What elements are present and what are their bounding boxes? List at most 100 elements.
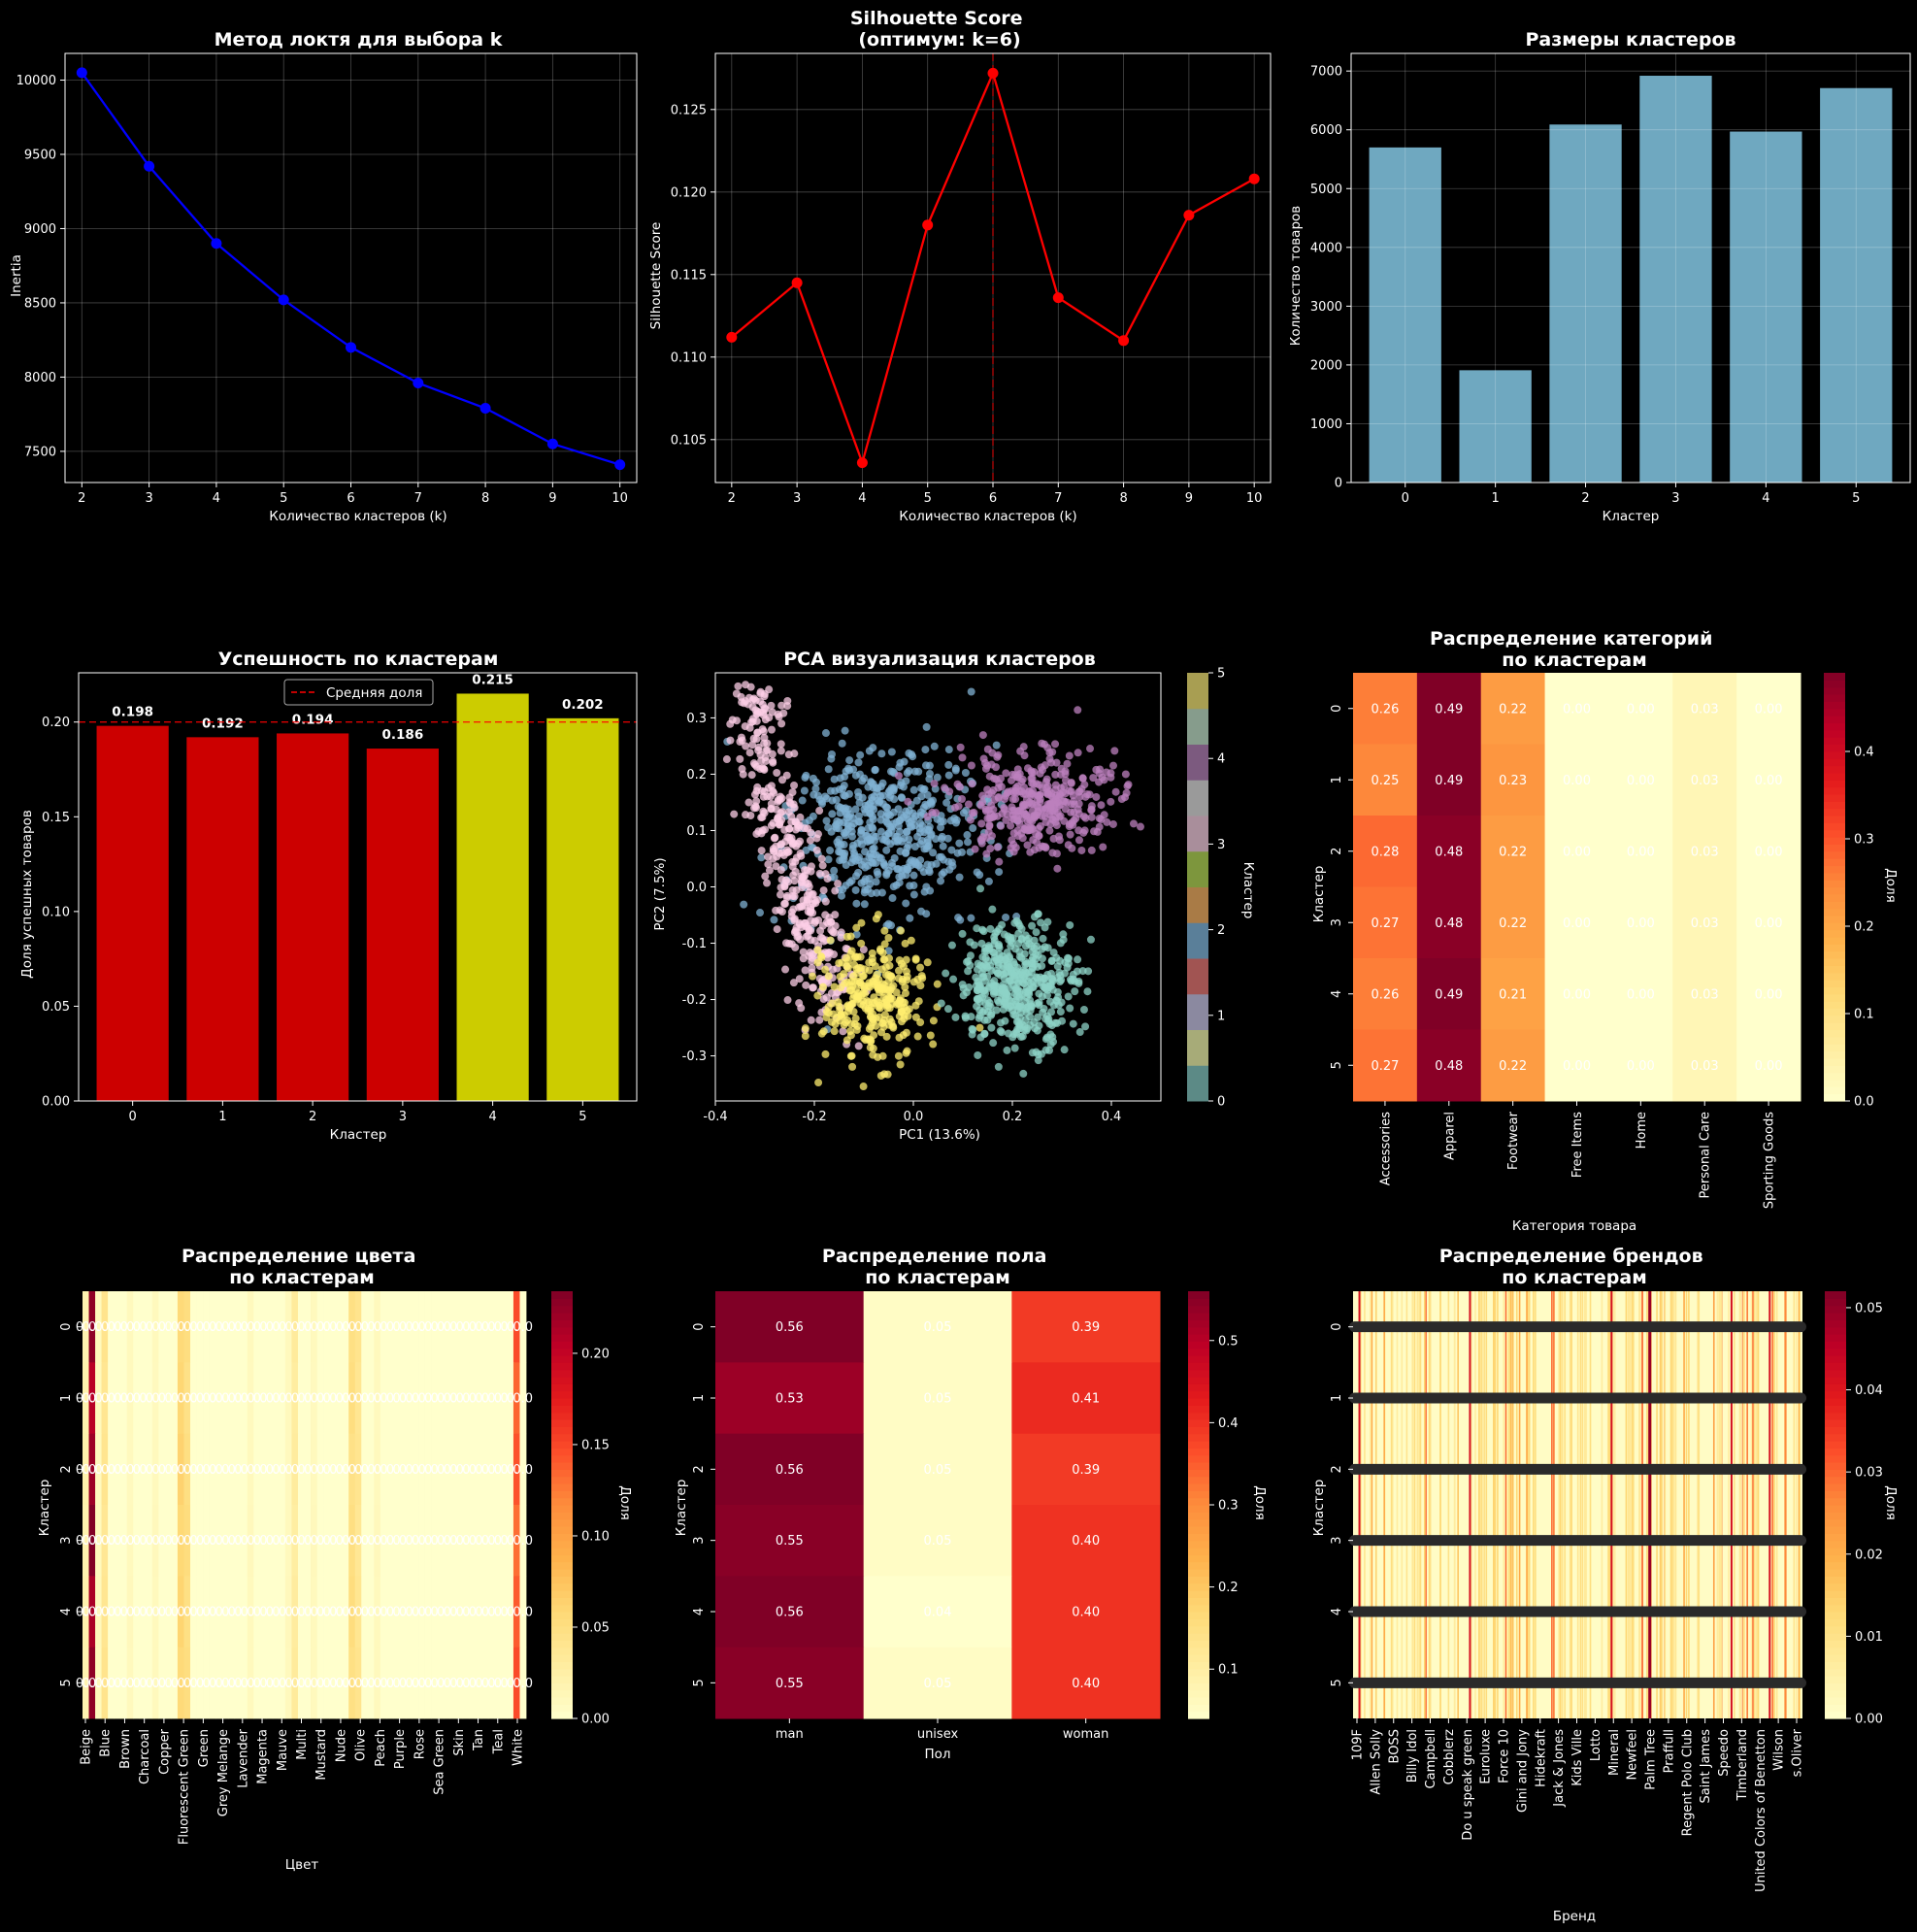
pca-point-cluster-4 [1129, 819, 1138, 828]
pca-point-cluster-4 [1121, 770, 1130, 779]
pca-point-cluster-1 [829, 1010, 838, 1018]
pca-point-cluster-1 [884, 993, 893, 1002]
pca-point-cluster-4 [986, 845, 995, 853]
pca-point-cluster-0 [1030, 1017, 1039, 1026]
pca-point-cluster-3 [854, 1042, 863, 1050]
silhouette-xtick-label: 4 [858, 491, 866, 506]
brands-xtick-label: Gini and Jony [1515, 1729, 1530, 1813]
pca-point-cluster-2 [866, 809, 875, 817]
silhouette-xtick-label: 6 [989, 491, 997, 506]
pca-point-cluster-1 [847, 947, 856, 955]
gender-cell-label: 0.05 [924, 1463, 952, 1478]
color-xtick-label: Teal [491, 1729, 506, 1754]
gender-colorbar-segment [1188, 1405, 1209, 1414]
gender-colorbar-segment [1188, 1604, 1209, 1613]
color-cell [336, 1291, 344, 1363]
gender-colorbar-segment [1188, 1676, 1209, 1683]
pca-point-cluster-3 [827, 925, 836, 934]
pca-point-cluster-2 [878, 791, 887, 800]
color-cell [329, 1291, 337, 1363]
categories-colorbar-segment [1824, 980, 1845, 987]
silhouette-chart: Silhouette Score (оптимум: k=6) Количест… [648, 8, 1272, 524]
elbow-title: Метод локтя для выбора k [215, 29, 503, 50]
silhouette-xtick-label: 8 [1119, 491, 1127, 506]
success-bar [456, 693, 529, 1101]
categories-ytick-label: 4 [1330, 990, 1344, 998]
brands-xtick-label: Force 10 [1498, 1729, 1512, 1783]
pca-point-cluster-0 [994, 960, 1003, 969]
color-cell [151, 1362, 159, 1435]
pca-point-cluster-0 [980, 986, 989, 995]
silhouette-xtick-label: 3 [793, 491, 801, 506]
pca-point-cluster-3 [750, 790, 759, 799]
pca-point-cluster-2 [838, 739, 846, 748]
sizes-ytick-label: 4000 [1310, 241, 1342, 255]
pca-point-cluster-4 [994, 750, 1003, 759]
sizes-ylabel: Количество товаров [1288, 206, 1304, 347]
pca-point-cluster-4 [1098, 773, 1107, 782]
sizes-bar [1549, 124, 1622, 483]
categories-cell [1416, 958, 1482, 1030]
pca-point-cluster-4 [1002, 791, 1010, 800]
color-colorbar-segment [551, 1326, 573, 1335]
pca-point-cluster-3 [807, 1016, 815, 1024]
categories-cell [1480, 958, 1546, 1030]
brands-column-stripe [1503, 1291, 1505, 1718]
pca-point-cluster-4 [953, 780, 962, 788]
pca-point-cluster-1 [801, 1032, 810, 1041]
color-cell [247, 1291, 254, 1363]
pca-point-cluster-4 [1051, 770, 1060, 779]
pca-point-cluster-1 [849, 1008, 858, 1016]
pca-point-cluster-2 [857, 825, 866, 834]
success-ylabel: Доля успешных товаров [19, 810, 35, 979]
categories-colorbar-segment [1824, 958, 1845, 966]
pca-point-cluster-3 [765, 866, 774, 875]
pca-point-cluster-3 [777, 740, 785, 749]
categories-colorbar-segment [1824, 1008, 1845, 1016]
pca-point-cluster-3 [732, 689, 741, 698]
pca-point-cluster-4 [1053, 864, 1062, 873]
pca-point-cluster-3 [859, 946, 868, 954]
color-colorbar-segment [551, 1298, 573, 1307]
categories-cell [1608, 673, 1673, 745]
sizes-xtick-label: 4 [1762, 491, 1769, 506]
pca-point-cluster-1 [882, 1032, 891, 1041]
brands-colorbar-segment [1825, 1326, 1846, 1335]
sizes-ytick-label: 1000 [1310, 417, 1342, 432]
gender-colorbar-segment [1188, 1569, 1209, 1577]
color-xtick-label: Peach [374, 1729, 388, 1767]
pca-point-cluster-4 [968, 780, 976, 788]
pca-point-cluster-3 [750, 804, 759, 813]
gender-colorbar-segment [1188, 1633, 1209, 1641]
pca-point-cluster-1 [813, 991, 822, 1000]
color-xtick-label: Grey Melange [216, 1729, 231, 1816]
brands-column-stripe [1526, 1291, 1528, 1718]
categories-colorbar-segment [1824, 950, 1845, 959]
color-colorbar-segment [551, 1612, 573, 1619]
pca-point-cluster-2 [848, 854, 857, 863]
categories-colorbar-segment [1824, 1072, 1845, 1081]
pca-point-cluster-1 [846, 932, 855, 941]
pca-point-cluster-2 [830, 866, 839, 875]
color-colorbar-segment [551, 1390, 573, 1399]
pca-point-cluster-4 [998, 809, 1007, 817]
pca-point-cluster-0 [1015, 948, 1024, 956]
pca-point-cluster-3 [726, 719, 735, 728]
silhouette-data-point [1118, 335, 1130, 347]
pca-point-cluster-0 [986, 961, 995, 970]
pca-point-cluster-2 [853, 839, 862, 848]
pca-point-cluster-3 [789, 905, 798, 914]
elbow-ytick-label: 10000 [17, 74, 56, 88]
pca-point-cluster-4 [951, 803, 960, 812]
brands-column-stripe [1528, 1291, 1531, 1718]
brands-column-stripe [1506, 1291, 1508, 1718]
categories-heatmap-chart: Распределение категорий по кластерам Кат… [1311, 628, 1899, 1234]
color-colorbar-segment [551, 1647, 573, 1655]
pca-point-cluster-2 [922, 883, 931, 891]
categories-colorbar-segment [1824, 915, 1845, 923]
brands-ytick-label: 1 [1330, 1394, 1344, 1402]
pca-point-cluster-2 [801, 773, 810, 782]
brands-column-stripe [1477, 1291, 1480, 1718]
brands-column-stripe [1646, 1291, 1648, 1718]
